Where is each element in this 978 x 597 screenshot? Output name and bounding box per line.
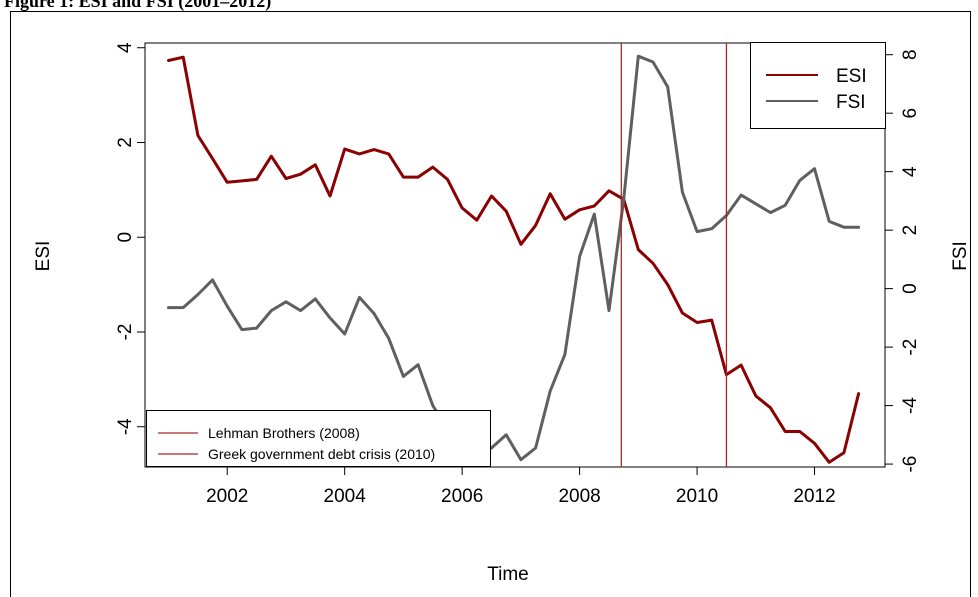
plot-box	[144, 42, 886, 468]
y-left-tick-label: 4	[115, 42, 136, 53]
figure-caption-fragment: Figure 1: ESI and FSI (2001–2012)	[0, 0, 978, 14]
legend-label-fsi: FSI	[836, 92, 866, 113]
events-legend-box	[146, 410, 491, 467]
series-line-esi	[167, 55, 861, 464]
y-right-tick-label: 0	[900, 283, 921, 294]
x-tick-label: 2008	[558, 486, 600, 507]
y-right-tick-label: 8	[900, 49, 921, 60]
y-left-tick-label: 0	[115, 232, 136, 243]
figure-frame	[10, 11, 971, 597]
y-left-tick-label: -4	[115, 418, 136, 435]
x-tick-label: 2012	[793, 486, 835, 507]
y-right-tick-label: 2	[900, 225, 921, 236]
legend-label-esi: ESI	[836, 66, 867, 87]
series-legend: ESI FSI	[750, 42, 886, 129]
y-left-tick-label: -2	[115, 324, 136, 341]
x-tick-label: 2004	[324, 486, 367, 507]
figure-caption-text: Figure 1: ESI and FSI (2001–2012)	[4, 0, 272, 11]
plot-area: 2002 2004 2006 2008 2010 2012 -4 -2 0 2 4 -6 -4 -2 0 2 4…	[115, 42, 921, 507]
series-legend-box	[750, 42, 886, 129]
events-legend-label-lehman: Lehman Brothers (2008)	[208, 425, 360, 441]
y-left-tick-label: 2	[115, 137, 136, 148]
y-right-tick-label: -2	[900, 339, 921, 356]
y-right-tick-label: -4	[900, 397, 921, 414]
y-right-tick-label: 4	[900, 166, 921, 177]
y-axis-label-left: ESI	[33, 241, 54, 272]
y-axis-label-right: FSI	[950, 241, 971, 271]
y-right-tick-label: 6	[900, 108, 921, 119]
events-legend-label-greek: Greek government debt crisis (2010)	[208, 446, 435, 462]
x-tick-label: 2010	[676, 486, 718, 507]
events-legend: Lehman Brothers (2008) Greek government d…	[146, 410, 491, 467]
y-right-tick-label: -6	[900, 456, 921, 473]
x-tick-label: 2002	[206, 486, 248, 507]
series-line-fsi	[167, 54, 861, 462]
x-tick-label: 2006	[441, 486, 483, 507]
x-axis-label: Time	[487, 564, 529, 585]
